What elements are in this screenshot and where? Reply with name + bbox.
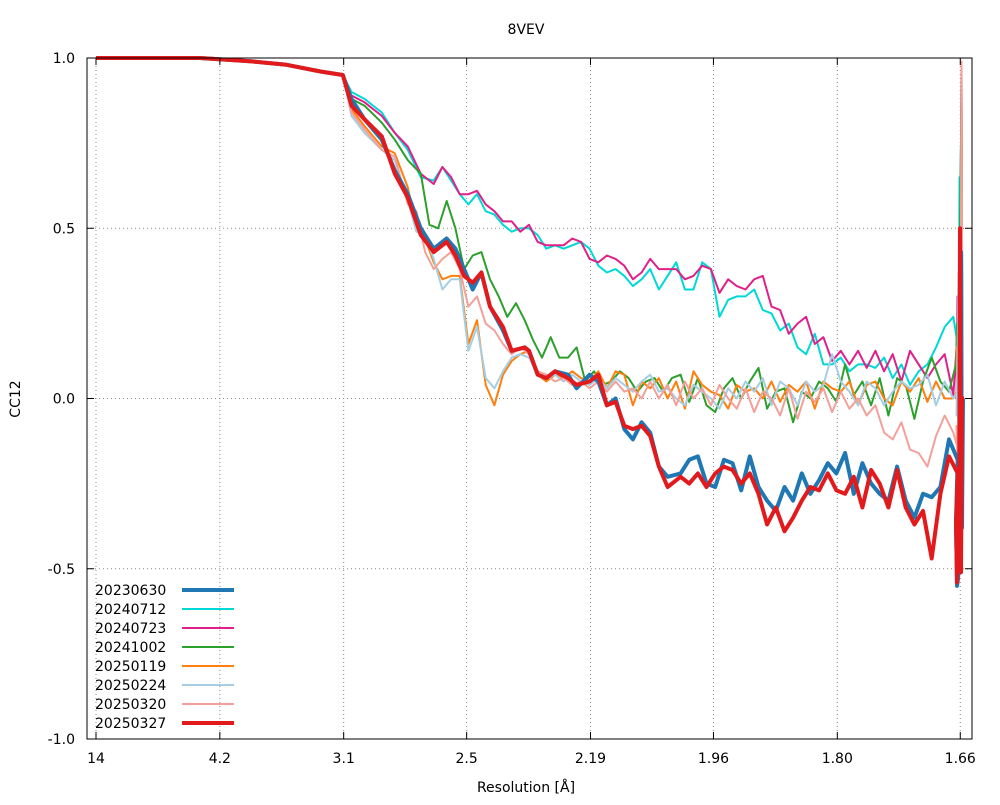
series-layer: [96, 56, 965, 588]
series-line-20250119: [96, 57, 964, 410]
x-tick-label: 2.19: [575, 751, 606, 767]
y-axis-title: CC12: [8, 380, 24, 417]
x-tick-label: 3.1: [333, 751, 355, 767]
legend-label: 20240712: [95, 602, 166, 618]
x-tick-label: 2.5: [456, 751, 478, 767]
series-line-20230630: [96, 56, 965, 588]
tick-layer: 1.0 0.5 0.0 -0.5 -1.0 14 4.2 3.1 2.5 2.19 1.96 1.80…: [48, 51, 976, 767]
legend-label: 20241002: [95, 640, 166, 656]
y-tick-label: 0.5: [53, 221, 75, 237]
x-tick-label: 1.96: [698, 751, 729, 767]
series-line-20240712: [96, 57, 964, 444]
x-tick-label: 1.80: [822, 751, 853, 767]
y-tick-label: -0.5: [48, 562, 75, 578]
legend-label: 20250224: [95, 678, 166, 694]
legend-label: 20250320: [95, 697, 166, 713]
legend-label: 20250327: [95, 716, 166, 732]
x-tick-label: 14: [87, 751, 105, 767]
x-tick-label: 4.2: [209, 751, 231, 767]
series-line-20250320: [96, 57, 964, 468]
legend-label: 20250119: [95, 659, 166, 675]
series-line-20240723: [96, 57, 964, 400]
legend: 20230630 20240712 20240723 20241002 20250119…: [95, 583, 234, 732]
y-tick-label: 0.0: [53, 392, 75, 408]
series-line-20241002: [96, 57, 964, 424]
legend-label: 20230630: [95, 583, 166, 599]
series-line-20250224: [96, 57, 964, 417]
series-line-20250327: [96, 56, 965, 585]
y-tick-label: -1.0: [48, 732, 75, 748]
y-tick-label: 1.0: [53, 51, 75, 67]
x-axis-title: Resolution [Å]: [477, 779, 575, 796]
chart-title: 8VEV: [508, 22, 545, 38]
grid-layer: [87, 58, 972, 739]
x-tick-label: 1.66: [945, 751, 976, 767]
legend-label: 20240723: [95, 621, 166, 637]
